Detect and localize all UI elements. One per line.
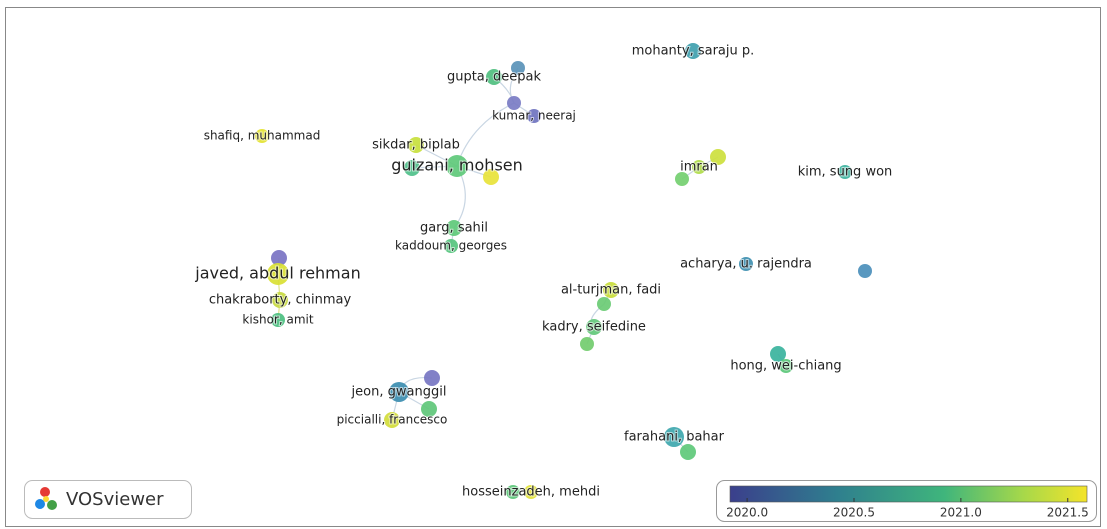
node	[664, 427, 684, 447]
node	[271, 250, 287, 266]
node-label: kumar, neeraj	[492, 109, 576, 123]
node	[507, 96, 521, 110]
logo-box[interactable]	[24, 480, 192, 519]
node	[675, 172, 689, 186]
node	[506, 485, 520, 499]
node-label: acharya, u. rajendra	[680, 257, 812, 272]
node-label: garg, sahil	[420, 221, 488, 236]
node	[267, 263, 289, 285]
node	[404, 160, 420, 176]
frame	[5, 7, 1101, 527]
node	[779, 359, 793, 373]
node	[444, 239, 458, 253]
node-label: hong, wei-chiang	[730, 359, 841, 374]
node	[511, 61, 525, 75]
colorbar-tick-label: 2020.0	[726, 506, 768, 520]
node-label: imran	[680, 160, 718, 175]
node-label: hosseinzadeh, mehdi	[462, 485, 600, 500]
node	[770, 346, 786, 362]
colorbar-tick-label: 2021.5	[1047, 506, 1089, 520]
node-label: jeon, gwanggil	[351, 385, 447, 400]
colorbar-tick-label: 2020.5	[833, 506, 875, 520]
node	[424, 370, 440, 386]
node-label: al-turjman, fadi	[561, 283, 661, 298]
node	[389, 382, 409, 402]
node	[384, 412, 400, 428]
node-label: kim, sung won	[798, 165, 893, 180]
node	[580, 337, 594, 351]
color-scale	[729, 485, 1088, 503]
node	[597, 297, 611, 311]
node	[603, 282, 619, 298]
logo-text: VOSviewer	[66, 489, 164, 510]
logo-icon	[35, 487, 57, 510]
node-label: kishor, amit	[242, 313, 313, 327]
node	[446, 220, 462, 236]
node	[271, 313, 285, 327]
node	[408, 137, 424, 153]
node	[586, 319, 602, 335]
node	[527, 109, 541, 123]
color-legend: 2020.0 2020.5 2021.0 2021.5	[716, 480, 1097, 522]
node	[680, 444, 696, 460]
colorbar-tick-label: 2021.0	[940, 506, 982, 520]
node-label: kadry, seifedine	[542, 320, 646, 335]
node	[272, 292, 288, 308]
node	[446, 155, 468, 177]
node	[838, 165, 852, 179]
node	[858, 264, 872, 278]
node-label: javed, abdul rehman	[194, 264, 360, 283]
node-label: mohanty, saraju p.	[632, 44, 755, 59]
node	[710, 149, 726, 165]
node-label: piccialli, francesco	[337, 413, 448, 427]
node	[483, 169, 499, 185]
node	[692, 160, 706, 174]
node	[255, 129, 269, 143]
labels: mohanty, saraju p. gupta, deepak kumar, ne…	[193, 43, 893, 501]
node	[739, 257, 753, 271]
node-label: gupta, deepak	[447, 70, 542, 85]
node-label: chakraborty, chinmay	[209, 293, 352, 308]
node-label: shafiq, muhammad	[204, 129, 321, 143]
node	[524, 485, 538, 499]
node-label: farahani, bahar	[624, 430, 725, 445]
logo[interactable]: VOSviewer	[24, 480, 192, 519]
node-label: sikdar, biplab	[372, 138, 460, 153]
nodes	[255, 43, 872, 499]
node	[486, 69, 502, 85]
node-label: kaddoum, georges	[395, 239, 507, 253]
node	[685, 43, 701, 59]
node-label: guizani, mohsen	[391, 156, 523, 175]
node	[421, 401, 437, 417]
